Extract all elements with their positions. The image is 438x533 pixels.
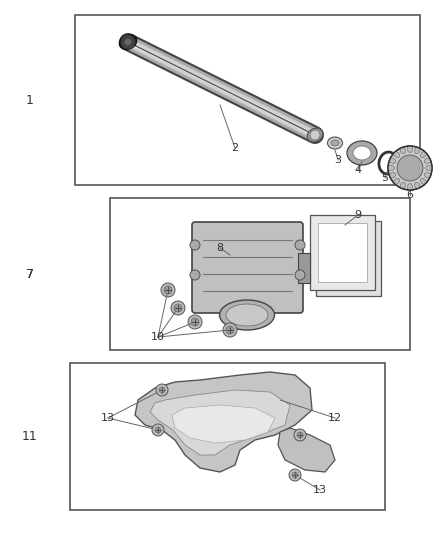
Polygon shape [278, 428, 335, 472]
Text: 12: 12 [328, 413, 342, 423]
Ellipse shape [347, 141, 377, 165]
Text: 11: 11 [22, 431, 38, 443]
Circle shape [292, 472, 298, 478]
Circle shape [174, 304, 182, 312]
Circle shape [121, 35, 135, 49]
Ellipse shape [389, 158, 396, 164]
Text: 1: 1 [26, 93, 34, 107]
Text: 9: 9 [354, 210, 361, 220]
Circle shape [188, 315, 202, 329]
Circle shape [295, 240, 305, 250]
Text: 7: 7 [26, 268, 34, 280]
Text: 5: 5 [381, 173, 389, 183]
Ellipse shape [328, 137, 343, 149]
Ellipse shape [331, 140, 339, 146]
Polygon shape [172, 405, 275, 443]
Ellipse shape [407, 146, 413, 152]
Text: 13: 13 [101, 413, 115, 423]
Text: 8: 8 [216, 243, 223, 253]
Ellipse shape [407, 183, 413, 190]
Circle shape [223, 323, 237, 337]
Ellipse shape [400, 147, 406, 154]
Ellipse shape [219, 300, 275, 330]
Circle shape [294, 429, 306, 441]
Circle shape [152, 424, 164, 436]
Circle shape [289, 469, 301, 481]
Circle shape [156, 384, 168, 396]
Circle shape [190, 270, 200, 280]
Circle shape [155, 427, 161, 433]
Text: 6: 6 [406, 190, 413, 200]
Bar [310, 215, 375, 290]
Ellipse shape [420, 179, 427, 184]
Polygon shape [150, 390, 290, 455]
Text: 4: 4 [354, 165, 361, 175]
Text: 13: 13 [313, 485, 327, 495]
Ellipse shape [424, 158, 431, 164]
Circle shape [190, 240, 200, 250]
Circle shape [164, 286, 172, 294]
Bar [70, 363, 385, 510]
Bar [110, 198, 410, 350]
Circle shape [226, 326, 234, 334]
Text: 2: 2 [231, 143, 239, 153]
Ellipse shape [420, 151, 427, 158]
Text: 3: 3 [335, 155, 342, 165]
Text: 10: 10 [151, 332, 165, 342]
Circle shape [388, 146, 432, 190]
Bar [75, 15, 420, 185]
Ellipse shape [353, 146, 371, 160]
Ellipse shape [307, 128, 323, 142]
Ellipse shape [424, 173, 431, 178]
Polygon shape [135, 372, 312, 472]
Circle shape [124, 38, 132, 46]
Ellipse shape [415, 182, 420, 189]
Ellipse shape [393, 151, 399, 158]
Bar [324, 229, 373, 288]
Ellipse shape [389, 173, 396, 178]
Ellipse shape [400, 182, 406, 189]
Circle shape [295, 270, 305, 280]
Ellipse shape [226, 304, 268, 326]
Ellipse shape [388, 166, 395, 171]
Bar [318, 223, 367, 282]
FancyBboxPatch shape [192, 222, 303, 313]
Ellipse shape [415, 147, 420, 154]
Circle shape [191, 318, 199, 326]
Ellipse shape [120, 35, 137, 50]
Text: 7: 7 [26, 268, 34, 280]
Ellipse shape [425, 166, 432, 171]
Circle shape [297, 432, 303, 438]
Bar [298, 253, 310, 283]
Circle shape [397, 155, 423, 181]
Circle shape [161, 283, 175, 297]
Ellipse shape [393, 179, 399, 184]
Circle shape [310, 130, 320, 140]
Circle shape [171, 301, 185, 315]
Bar [316, 221, 381, 296]
Circle shape [159, 387, 165, 393]
